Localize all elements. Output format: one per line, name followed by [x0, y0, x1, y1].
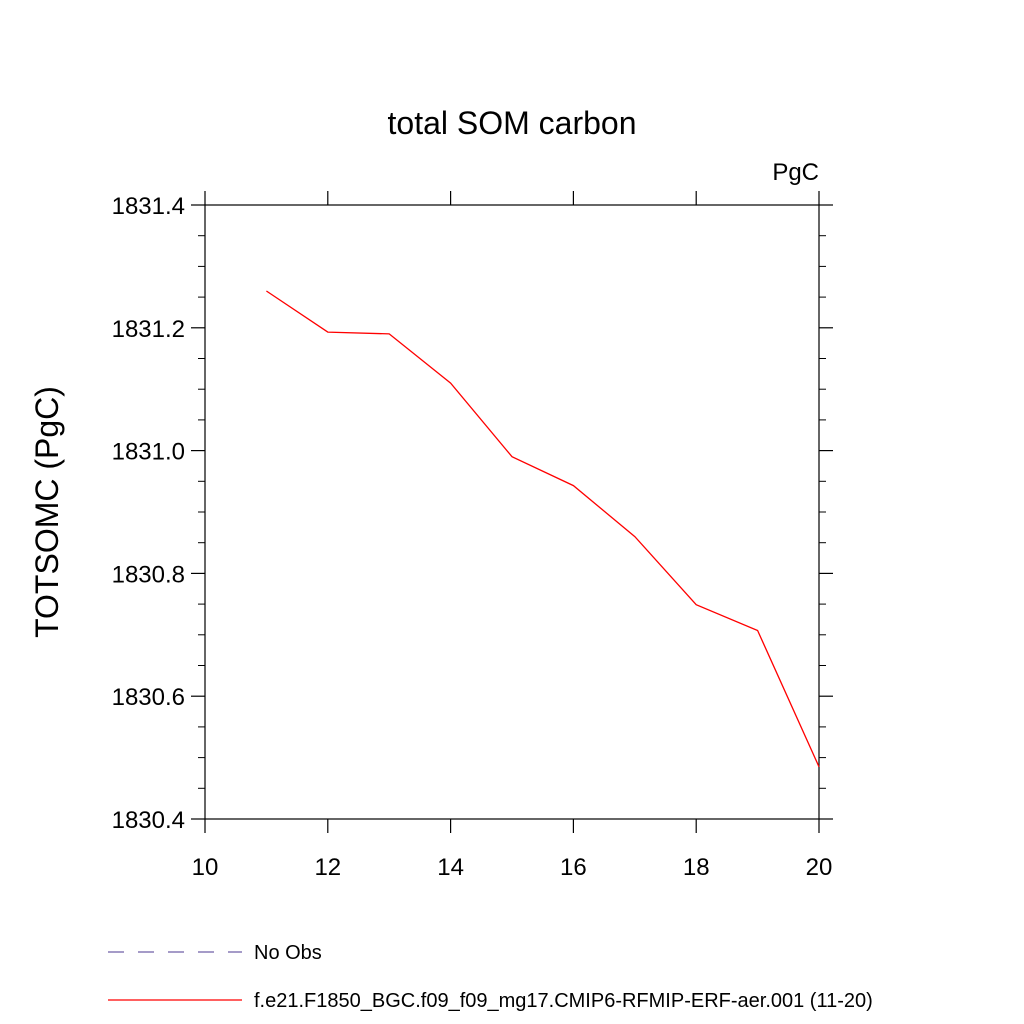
legend: No Obs f.e21.F1850_BGC.f09_f09_mg17.CMIP6…	[108, 942, 873, 1012]
legend-label: No Obs	[254, 942, 322, 964]
x-tick-label: 10	[192, 854, 219, 881]
y-tick-label: 1831.2	[112, 316, 185, 343]
y-axis-label: TOTSOMC (PgC)	[29, 386, 65, 638]
x-tick-label: 20	[806, 854, 833, 881]
x-tick-label: 18	[683, 854, 710, 881]
legend-label: f.e21.F1850_BGC.f09_f09_mg17.CMIP6-RFMIP…	[254, 990, 873, 1012]
chart-title: total SOM carbon	[388, 105, 637, 141]
y-tick-label: 1830.8	[112, 561, 185, 588]
y-tick-label: 1831.4	[112, 193, 185, 220]
y-tick-label: 1830.4	[112, 807, 185, 834]
plot-frame	[204, 204, 820, 820]
x-tick-label: 16	[560, 854, 587, 881]
y-tick-label: 1830.6	[112, 684, 185, 711]
x-tick-label: 14	[437, 854, 464, 881]
units-label: PgC	[772, 159, 819, 186]
y-tick-label: 1831.0	[112, 439, 185, 466]
x-tick-label: 12	[314, 854, 341, 881]
series-line	[266, 290, 820, 768]
series-layer	[266, 290, 820, 768]
axis-ticks: 10 12 14 16 18 20 1830.4 1830.6 1830.8 1831.0 1831…	[112, 191, 833, 881]
